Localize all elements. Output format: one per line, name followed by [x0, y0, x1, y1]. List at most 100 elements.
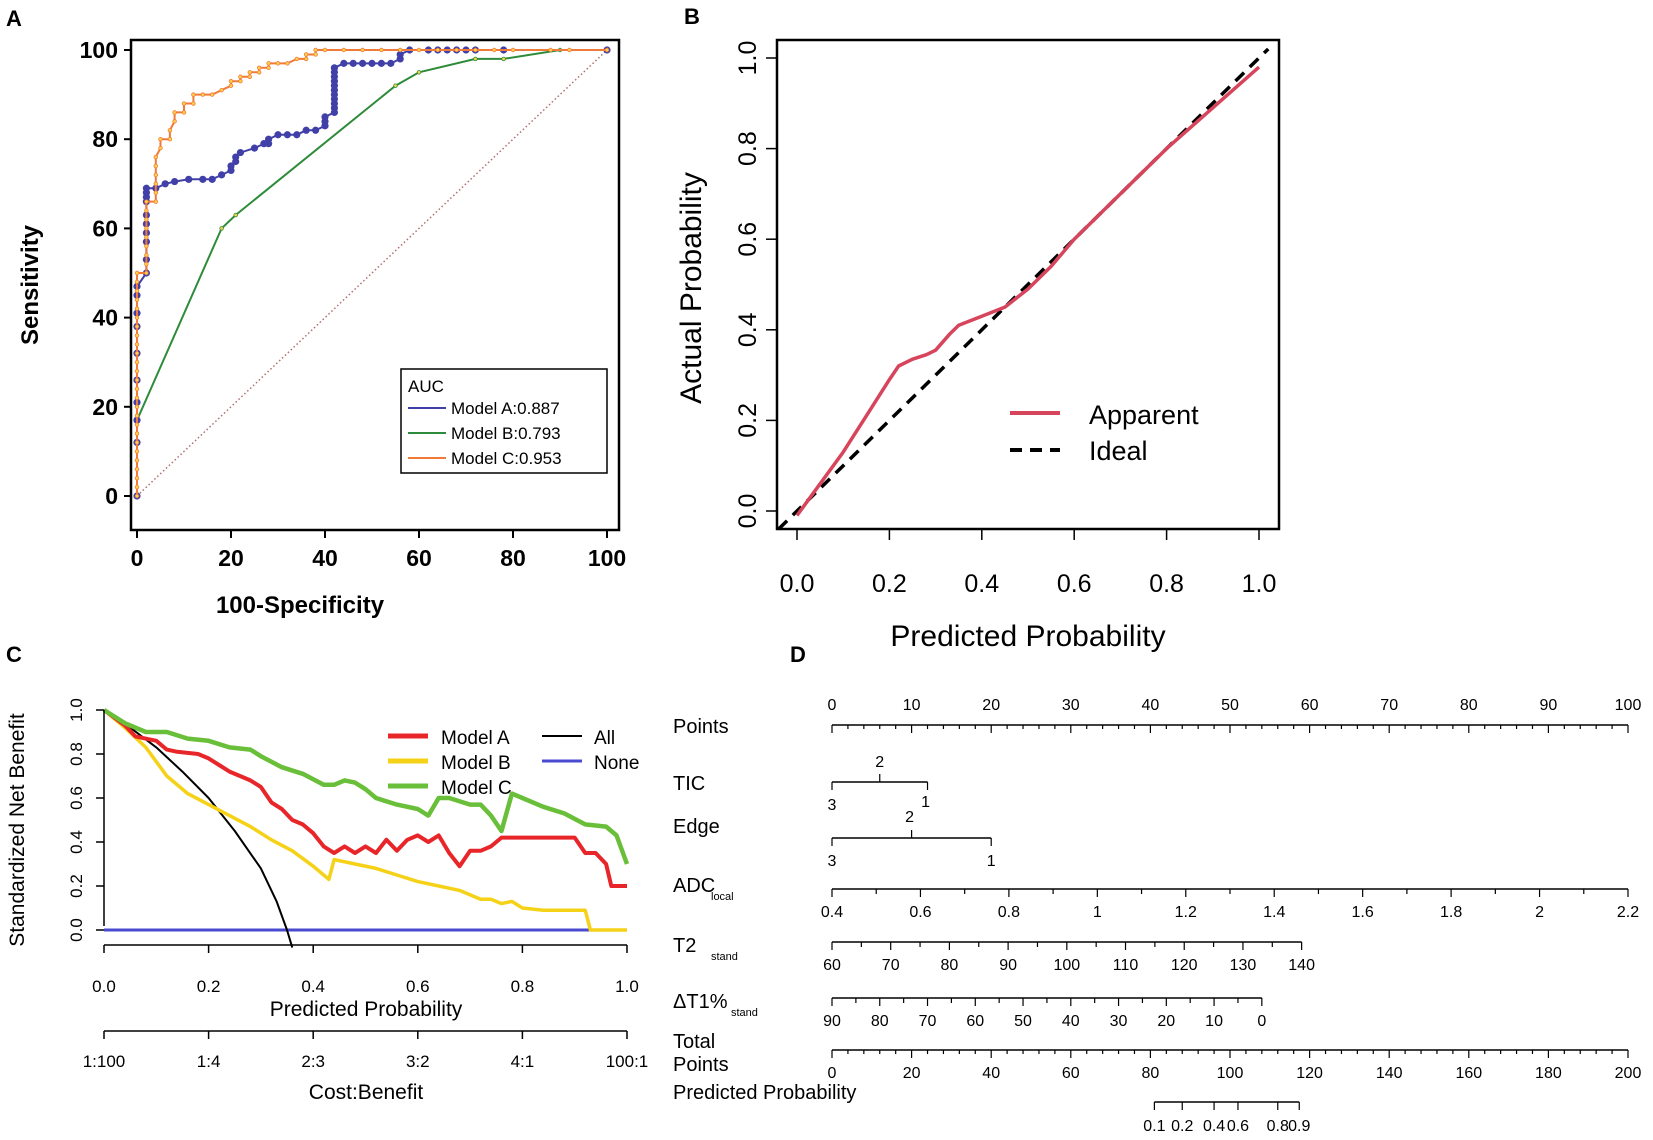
calibration-x-tick-label-2: 0.4 — [964, 570, 999, 598]
roc-line-model-c-point-69 — [313, 52, 318, 57]
nomogram-edge-value-0: 2 — [905, 809, 914, 826]
roc-line-model-c-point-49 — [191, 101, 196, 106]
roc-line-model-c-point-77 — [435, 47, 440, 53]
roc-line-model-b-point-5 — [416, 70, 422, 75]
nomogram-edge-value-2: 1 — [987, 853, 996, 870]
nomogram-dt1-label-6: 30 — [1110, 1013, 1128, 1030]
roc-line-model-c-point-39 — [153, 163, 158, 169]
legend-entry-model-a: Model A:0.887 — [451, 399, 560, 418]
roc-line-model-c-point-55 — [228, 79, 234, 84]
dca-y-tick-label-2: 0.4 — [67, 830, 86, 854]
panel-label-b: B — [684, 4, 700, 29]
nomogram-adc-label-2: 0.8 — [998, 904, 1020, 921]
nomogram-prob-label-5: 0.9 — [1288, 1118, 1310, 1135]
roc-line-model-a-point-35 — [265, 135, 273, 143]
roc-plot-frame — [129, 38, 621, 532]
roc-x-tick-label-4: 80 — [500, 545, 526, 571]
roc-line-model-c-point-78 — [454, 47, 459, 53]
nomogram-total-label-0: 0 — [828, 1065, 837, 1082]
nomogram-label-points: Points — [673, 716, 729, 738]
roc-line-model-c-point-44 — [167, 128, 173, 133]
roc-line-model-c-point-24 — [134, 279, 140, 285]
legend-entry-dca-none: None — [594, 753, 639, 774]
dca-y-tick-label-1: 0.2 — [67, 874, 86, 898]
roc-line-model-b-point-4 — [393, 83, 398, 88]
roc-line-model-a-point-36 — [274, 131, 282, 139]
nomogram-adc-label-5: 1.4 — [1263, 904, 1285, 921]
nomogram-adc-label-7: 1.8 — [1440, 904, 1462, 921]
nomogram-dt1-label-2: 70 — [919, 1013, 937, 1030]
roc-line-model-c-point-21 — [134, 306, 140, 311]
roc-line-model-a-point-22 — [171, 177, 179, 186]
calibration-x-tick-label-5: 1.0 — [1242, 570, 1277, 598]
nomogram-total-label-4: 80 — [1142, 1065, 1160, 1082]
dca-cost-tick-label-2: 2:3 — [301, 1052, 325, 1071]
legend-entry-model-c: Model C:0.953 — [451, 449, 562, 468]
roc-line-model-c-point-15 — [134, 360, 140, 365]
nomogram-t2-label-7: 130 — [1230, 957, 1257, 974]
roc-line-model-c-point-7 — [134, 431, 140, 436]
roc-line-model-c-point-46 — [172, 110, 177, 115]
roc-line-model-a-point-40 — [312, 126, 320, 134]
roc-line-model-c-point-81 — [510, 47, 516, 53]
roc-line-model-c-point-43 — [167, 136, 173, 142]
calibration-x-tick-label-1: 0.2 — [872, 570, 907, 598]
dca-x-tick-label-4: 0.8 — [511, 977, 535, 996]
dca-x-tick-label-1: 0.2 — [197, 977, 221, 996]
dca-x-tick-label-5: 1.0 — [615, 977, 639, 996]
dca-line-model-c — [102, 708, 630, 865]
roc-line-model-c-point-65 — [285, 61, 290, 66]
roc-line-model-c-point-35 — [153, 199, 158, 204]
roc-line-model-c-point-12 — [134, 386, 140, 392]
roc-line-model-a-point-23 — [185, 175, 193, 183]
nomogram-t2-label-3: 90 — [999, 957, 1017, 974]
dca-y-label: Standardized Net Benefit — [6, 713, 29, 947]
roc-y-tick-label-3: 60 — [92, 215, 118, 241]
roc-line-model-a-point-32 — [250, 144, 259, 152]
roc-y-tick-label-0: 0 — [105, 483, 118, 509]
roc-line-model-c-point-84 — [604, 47, 610, 53]
nomogram-total-label-7: 140 — [1376, 1065, 1403, 1082]
roc-line-model-c-point-57 — [238, 74, 243, 79]
legend-entry-apparent: Apparent — [1089, 400, 1199, 430]
roc-line-model-c-point-3 — [134, 467, 140, 472]
roc-line-model-c-point-53 — [219, 87, 224, 93]
roc-line-model-c-point-60 — [257, 70, 262, 75]
roc-x-tick-label-2: 40 — [312, 545, 338, 571]
nomogram-dt1-label-9: 0 — [1257, 1013, 1266, 1030]
roc-line-model-c-point-17 — [134, 342, 140, 347]
dca-y-tick-label-0: 0.0 — [67, 918, 86, 942]
nomogram-label-total: Total — [673, 1031, 715, 1053]
roc-line-model-c-point-36 — [153, 190, 158, 195]
roc-line-model-c-point-72 — [341, 47, 346, 53]
nomogram-tic-value-1: 3 — [828, 797, 837, 814]
roc-line-model-c-point-14 — [134, 368, 140, 374]
decision-curve-chart: 0.0 0.2 0.4 0.6 0.8 1.0 1:100 1:4 2:3 3:2 4:1 100:1… — [6, 698, 648, 1104]
nomogram-points-label-5: 50 — [1221, 697, 1239, 714]
calibration-y-tick-label-3: 0.6 — [734, 222, 762, 257]
roc-line-model-c-point-48 — [181, 101, 187, 106]
roc-line-model-c-point-25 — [134, 270, 140, 276]
roc-line-model-c-point-70 — [313, 47, 318, 53]
legend-entry-dca-model-c: Model C — [441, 778, 512, 799]
calibration-x-label: Predicted Probability — [890, 620, 1165, 653]
calibration-apparent-line — [795, 65, 1261, 517]
dca-cost-label: Cost:Benefit — [309, 1081, 424, 1104]
nomogram-adc-label-9: 2.2 — [1617, 904, 1639, 921]
nomogram-prob-label-3: 0.6 — [1227, 1118, 1249, 1135]
calibration-y-label: Actual Probability — [675, 172, 708, 404]
nomogram-total-label-3: 60 — [1062, 1065, 1080, 1082]
legend-entry-ideal: Ideal — [1089, 436, 1148, 466]
nomogram-tic-value-2: 1 — [921, 794, 930, 811]
roc-line-model-c-point-1 — [134, 484, 140, 490]
nomogram-total-label-1: 20 — [903, 1065, 921, 1082]
nomogram-label-total-2: Points — [673, 1054, 729, 1076]
roc-line-model-a-point-24 — [199, 175, 207, 183]
calibration-y-tick-label-1: 0.2 — [734, 403, 762, 438]
roc-line-model-c-point-27 — [144, 261, 149, 267]
roc-line-model-b-point-3 — [233, 212, 238, 218]
roc-x-tick-label-1: 20 — [218, 545, 244, 571]
dca-x-tick-label-0: 0.0 — [92, 977, 116, 996]
roc-line-model-a-point-59 — [377, 59, 385, 67]
